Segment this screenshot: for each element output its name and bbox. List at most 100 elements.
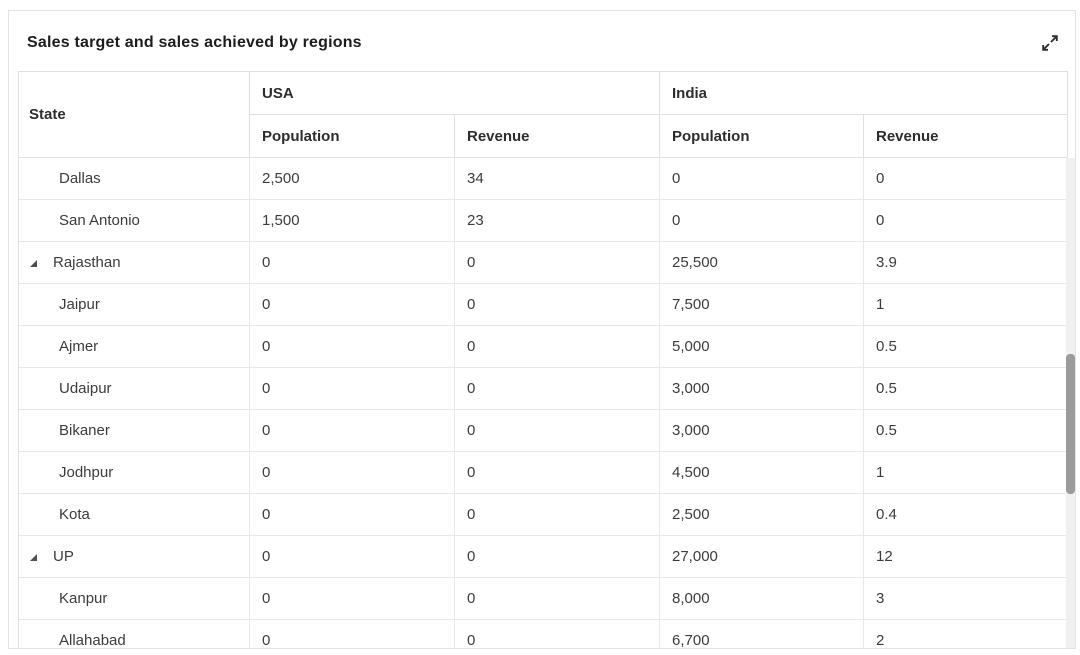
state-cell: Jaipur xyxy=(19,284,250,325)
state-cell: Bikaner xyxy=(19,410,250,451)
value-cell: 3,000 xyxy=(660,410,864,451)
value-cell: 1 xyxy=(876,464,885,481)
state-name: Bikaner xyxy=(59,422,110,439)
value-cell: 0 xyxy=(250,410,455,451)
vertical-scrollbar[interactable] xyxy=(1066,158,1075,648)
value-cell: 27,000 xyxy=(660,536,864,577)
value-cell: 0 xyxy=(250,242,455,283)
value-cell: 8,000 xyxy=(660,578,864,619)
value-cell: 4,500 xyxy=(660,452,864,493)
value-cell: 0 xyxy=(876,170,885,187)
value-cell: 0.4 xyxy=(876,506,897,523)
state-cell: Rajasthan xyxy=(19,242,250,283)
table-row: Rajasthan 0 0 25,500 3.9 xyxy=(19,242,1067,284)
value-cell: 23 xyxy=(455,200,660,241)
value-cell: 0 xyxy=(455,620,660,648)
table-row: Allahabad 0 0 6,700 2 xyxy=(19,620,1067,649)
value-cell: 0 xyxy=(250,536,455,577)
value-cell: 0 xyxy=(660,158,864,199)
state-name: UP xyxy=(53,548,74,565)
column-header-usa-population[interactable]: Population xyxy=(250,115,455,158)
value-cell: 34 xyxy=(455,158,660,199)
table-row: Ajmer 0 0 5,000 0.5 xyxy=(19,326,1067,368)
widget-title: Sales target and sales achieved by regio… xyxy=(27,34,362,51)
column-header-india-revenue[interactable]: Revenue xyxy=(864,115,1067,158)
value-cell: 0 xyxy=(455,242,660,283)
column-group-india[interactable]: India xyxy=(660,72,1067,115)
value-cell: 0 xyxy=(250,578,455,619)
maximize-icon[interactable] xyxy=(1039,32,1061,54)
value-cell: 7,500 xyxy=(660,284,864,325)
value-cell: 0 xyxy=(250,494,455,535)
value-cell: 0 xyxy=(250,326,455,367)
state-name: Rajasthan xyxy=(53,254,121,271)
collapse-triangle-icon[interactable] xyxy=(30,260,37,267)
value-cell: 0 xyxy=(250,620,455,648)
state-cell: Kota xyxy=(19,494,250,535)
state-cell: Ajmer xyxy=(19,326,250,367)
state-name: Ajmer xyxy=(59,338,99,355)
value-cell: 0 xyxy=(250,284,455,325)
state-name: Jodhpur xyxy=(59,464,114,481)
value-cell: 2,500 xyxy=(660,494,864,535)
column-header-state[interactable]: State xyxy=(19,72,250,158)
table-row: Dallas 2,500 34 0 0 xyxy=(19,158,1067,200)
state-cell: Jodhpur xyxy=(19,452,250,493)
state-name: Kanpur xyxy=(59,590,108,607)
table-row: UP 0 0 27,000 12 xyxy=(19,536,1067,578)
value-cell: 0 xyxy=(455,578,660,619)
value-cell: 0 xyxy=(455,326,660,367)
value-cell: 1 xyxy=(876,296,885,313)
value-cell: 0 xyxy=(455,284,660,325)
value-cell: 0 xyxy=(455,368,660,409)
table-row: San Antonio 1,500 23 0 0 xyxy=(19,200,1067,242)
value-cell: 0.5 xyxy=(876,380,897,397)
column-header-usa-revenue[interactable]: Revenue xyxy=(455,115,660,158)
value-cell: 2,500 xyxy=(250,158,455,199)
value-cell: 1,500 xyxy=(250,200,455,241)
sales-tree-grid: State USA India Population Revenue Popul… xyxy=(18,71,1068,649)
value-cell: 3.9 xyxy=(876,254,897,271)
grid-widget-card: Sales target and sales achieved by regio… xyxy=(8,10,1076,649)
scrollbar-thumb[interactable] xyxy=(1066,354,1075,494)
state-cell: Dallas xyxy=(19,158,250,199)
value-cell: 0 xyxy=(660,200,864,241)
state-name: Kota xyxy=(59,506,90,523)
table-row: Kanpur 0 0 8,000 3 xyxy=(19,578,1067,620)
value-cell: 0 xyxy=(876,212,885,229)
value-cell: 3 xyxy=(876,590,885,607)
state-cell: UP xyxy=(19,536,250,577)
table-header: State USA India Population Revenue Popul… xyxy=(19,72,1067,158)
state-name: San Antonio xyxy=(59,212,140,229)
value-cell: 0 xyxy=(455,536,660,577)
value-cell: 0 xyxy=(455,410,660,451)
column-group-usa[interactable]: USA xyxy=(250,72,660,115)
value-cell: 3,000 xyxy=(660,368,864,409)
value-cell: 25,500 xyxy=(660,242,864,283)
value-cell: 6,700 xyxy=(660,620,864,648)
table-row: Kota 0 0 2,500 0.4 xyxy=(19,494,1067,536)
state-cell: Udaipur xyxy=(19,368,250,409)
table-row: Udaipur 0 0 3,000 0.5 xyxy=(19,368,1067,410)
value-cell: 0.5 xyxy=(876,338,897,355)
value-cell: 0.5 xyxy=(876,422,897,439)
column-header-india-population[interactable]: Population xyxy=(660,115,864,158)
state-name: Allahabad xyxy=(59,632,126,649)
state-name: Dallas xyxy=(59,170,101,187)
table-row: Jodhpur 0 0 4,500 1 xyxy=(19,452,1067,494)
state-name: Jaipur xyxy=(59,296,100,313)
collapse-triangle-icon[interactable] xyxy=(30,554,37,561)
table-row: Bikaner 0 0 3,000 0.5 xyxy=(19,410,1067,452)
value-cell: 2 xyxy=(876,632,885,649)
state-name: Udaipur xyxy=(59,380,112,397)
value-cell: 12 xyxy=(876,548,893,565)
state-cell: San Antonio xyxy=(19,200,250,241)
value-cell: 0 xyxy=(250,368,455,409)
state-cell: Kanpur xyxy=(19,578,250,619)
value-cell: 0 xyxy=(250,452,455,493)
table-row: Jaipur 0 0 7,500 1 xyxy=(19,284,1067,326)
value-cell: 5,000 xyxy=(660,326,864,367)
value-cell: 0 xyxy=(455,494,660,535)
table-body: Dallas 2,500 34 0 0 San Antonio 1,500 23 0 0 Rajas… xyxy=(19,158,1067,649)
state-cell: Allahabad xyxy=(19,620,250,649)
